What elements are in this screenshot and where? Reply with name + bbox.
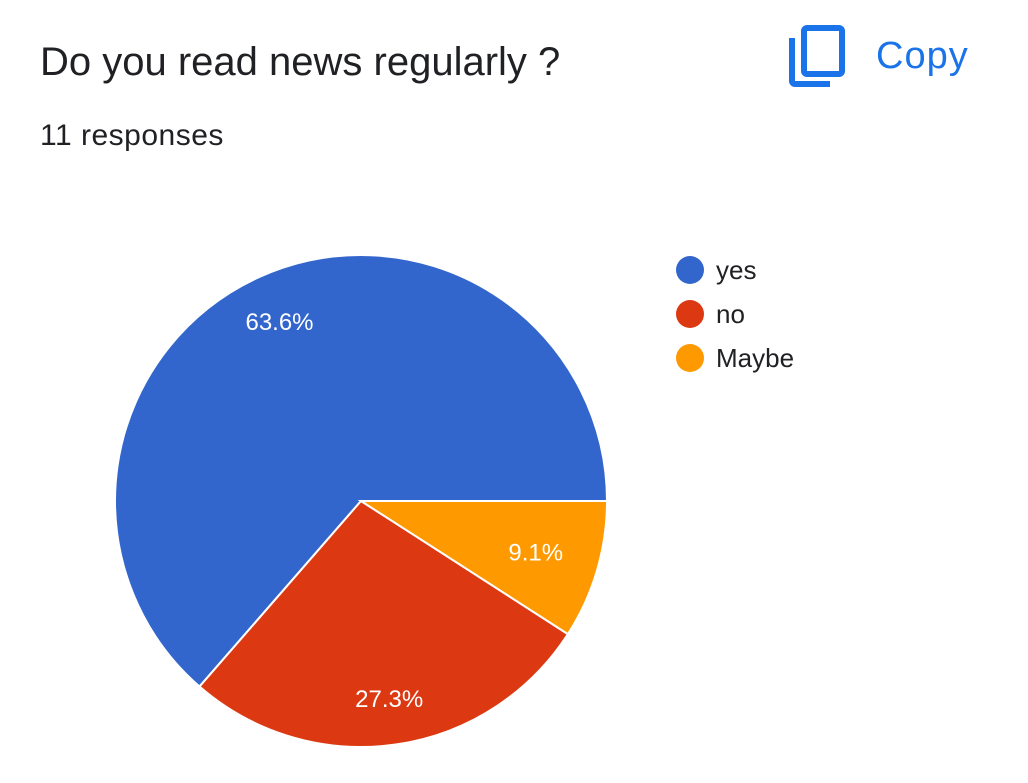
legend-item-yes: yes: [676, 248, 794, 292]
slice-label-no: 27.3%: [355, 686, 423, 713]
response-count: 11 responses: [40, 119, 224, 152]
legend-swatch: [676, 256, 704, 284]
pie-slice-maybe: [357, 500, 609, 636]
chart-legend: yes no Maybe: [676, 248, 794, 380]
copy-chart-button[interactable]: Copy: [786, 22, 986, 90]
legend-label: Maybe: [716, 343, 795, 373]
copy-button-label: Copy: [876, 35, 969, 77]
legend-item-no: no: [676, 292, 794, 336]
slice-label-yes: 63.6%: [245, 309, 313, 336]
copy-icon: [789, 25, 845, 87]
legend-swatch: [676, 344, 704, 372]
legend-label: yes: [716, 255, 757, 285]
pie-slice-no: [198, 499, 570, 748]
slice-label-maybe: 9.1%: [508, 539, 563, 566]
pie-slice-yes: [114, 254, 609, 688]
legend-swatch: [676, 300, 704, 328]
legend-label: no: [716, 299, 745, 329]
question-title: Do you read news regularly ?: [40, 40, 561, 84]
legend-item-maybe: Maybe: [676, 336, 794, 380]
